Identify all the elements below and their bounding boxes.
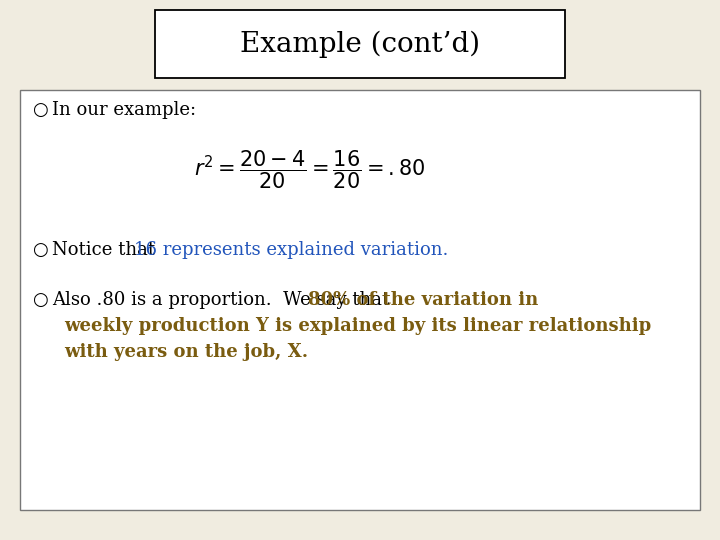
Text: ○: ○ xyxy=(32,291,48,309)
Bar xyxy=(155,10,565,78)
Bar xyxy=(20,90,700,510)
Text: Notice that: Notice that xyxy=(52,241,161,259)
Text: Also .80 is a proportion.  We say that: Also .80 is a proportion. We say that xyxy=(52,291,395,309)
Text: In our example:: In our example: xyxy=(52,101,196,119)
Text: Example (cont’d): Example (cont’d) xyxy=(240,30,480,58)
Text: $r^2 = \dfrac{20-4}{20} = \dfrac{16}{20} = .80$: $r^2 = \dfrac{20-4}{20} = \dfrac{16}{20}… xyxy=(194,148,426,191)
Text: 80% of the variation in: 80% of the variation in xyxy=(308,291,539,309)
Text: ○: ○ xyxy=(32,241,48,259)
Text: ○: ○ xyxy=(32,101,48,119)
Text: weekly production Y is explained by its linear relationship: weekly production Y is explained by its … xyxy=(64,317,652,335)
Text: 16 represents explained variation.: 16 represents explained variation. xyxy=(134,241,449,259)
Text: with years on the job, X.: with years on the job, X. xyxy=(64,343,308,361)
